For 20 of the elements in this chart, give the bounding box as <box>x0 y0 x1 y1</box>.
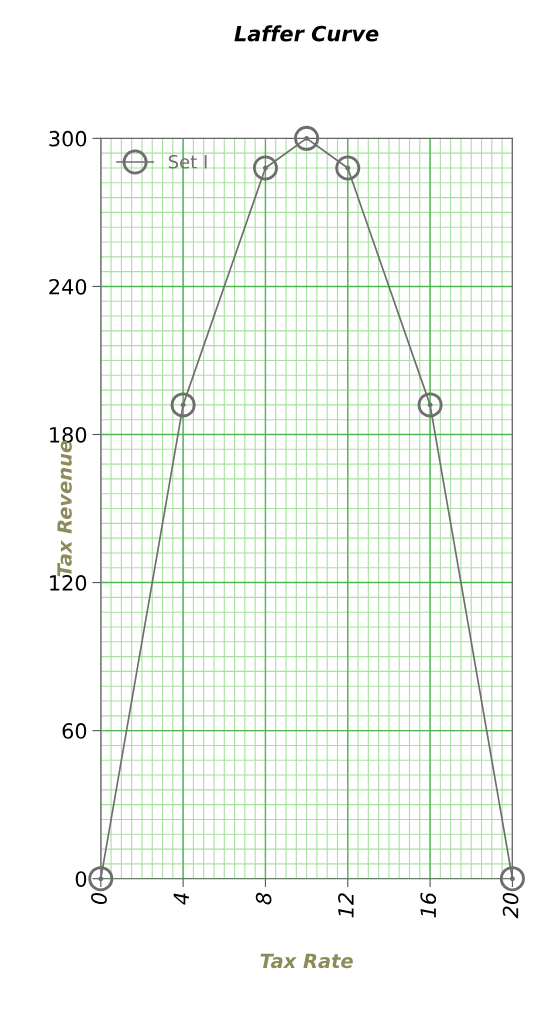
point <box>335 155 361 181</box>
y-tick-label: 60 <box>62 723 87 739</box>
chart-title: Laffer Curve <box>234 25 379 42</box>
y-tick-label: 120 <box>50 575 87 591</box>
y-tick-label: 0 <box>75 871 87 887</box>
x-tick-label: 16 <box>420 892 437 918</box>
x-tick-label: 0 <box>91 892 107 905</box>
point <box>294 125 320 151</box>
x-axis-title: Tax Rate <box>260 953 353 969</box>
y-tick-label: 300 <box>49 130 87 147</box>
point <box>170 392 196 418</box>
y-tick-label: 240 <box>49 278 87 295</box>
point <box>88 866 114 892</box>
x-tick-label: 8 <box>255 892 272 905</box>
point <box>417 392 443 418</box>
x-tick-label: 12 <box>338 893 354 918</box>
point <box>252 155 278 181</box>
x-tick-label: 4 <box>173 893 189 905</box>
point <box>499 866 525 892</box>
x-tick-label: 20 <box>502 892 519 919</box>
